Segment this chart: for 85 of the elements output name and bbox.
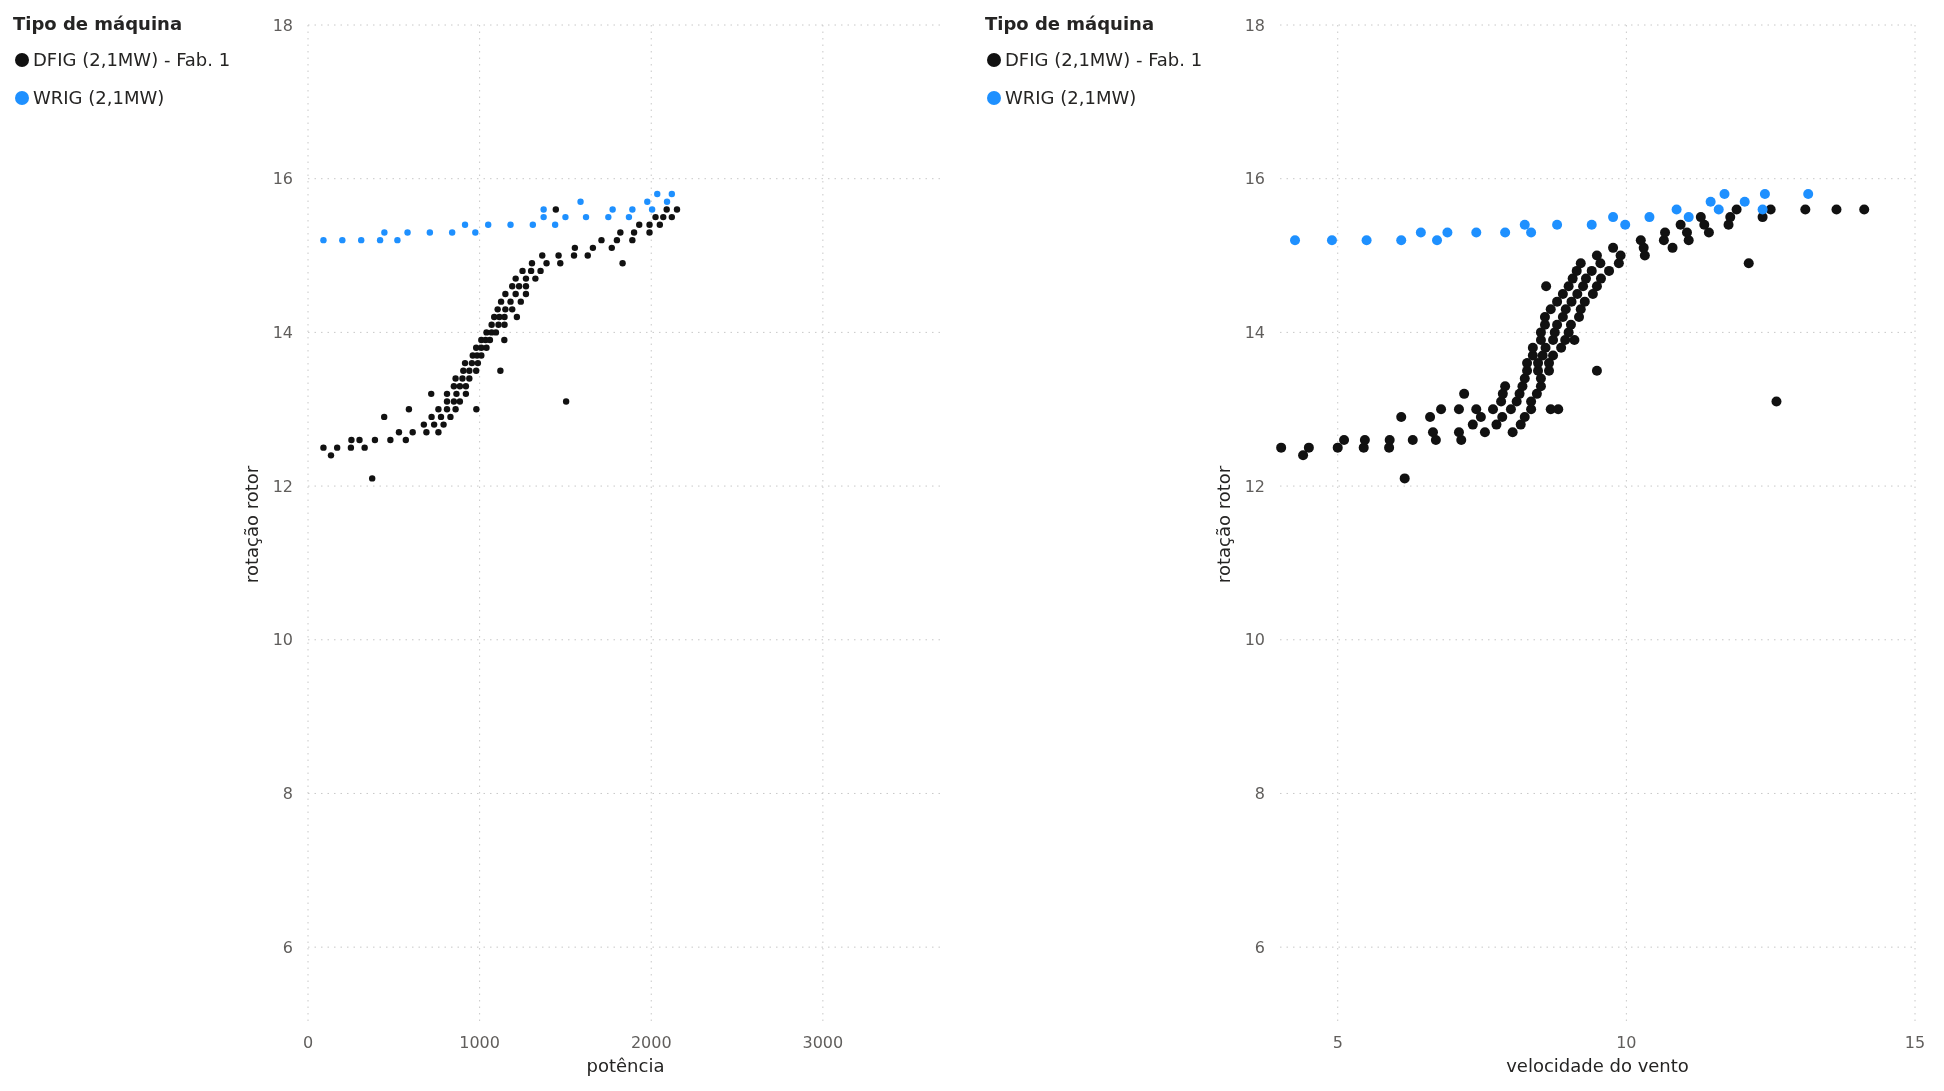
y-tick-label: 18 xyxy=(1244,15,1265,35)
y-tick-label: 8 xyxy=(282,784,293,804)
x-tick-label: 5 xyxy=(1332,1033,1343,1052)
point xyxy=(540,213,547,221)
point xyxy=(540,206,547,213)
point xyxy=(394,236,401,244)
legend-label: WRIG (2,1MW) xyxy=(33,87,165,109)
x-tick-label: 2000 xyxy=(630,1033,672,1052)
point xyxy=(1442,227,1453,238)
point xyxy=(381,229,388,236)
point xyxy=(320,236,327,244)
legend-label: DFIG (2,1MW) - Fab. 1 xyxy=(33,49,231,71)
legend-title: Tipo de máquina xyxy=(985,13,1155,34)
point xyxy=(1739,196,1750,207)
y-tick-label: 6 xyxy=(1254,937,1265,957)
point xyxy=(1290,235,1301,246)
point xyxy=(1713,204,1724,215)
point xyxy=(404,229,411,236)
point xyxy=(339,236,346,244)
point xyxy=(582,213,590,221)
point xyxy=(485,221,492,228)
legend-label: WRIG (2,1MW) xyxy=(1005,87,1137,109)
point xyxy=(1471,227,1482,238)
point xyxy=(1500,227,1511,238)
point xyxy=(426,229,434,236)
point xyxy=(507,221,514,228)
y-tick-label: 14 xyxy=(1244,322,1265,342)
y-tick-label: 16 xyxy=(272,169,293,189)
y-tick-label: 6 xyxy=(282,937,293,957)
point xyxy=(448,229,456,236)
point xyxy=(1644,212,1655,223)
point xyxy=(376,236,384,244)
point xyxy=(1396,235,1407,246)
point xyxy=(1552,219,1563,230)
point xyxy=(1608,212,1619,223)
point xyxy=(529,221,537,228)
point xyxy=(1671,204,1682,215)
x-tick-label: 1000 xyxy=(459,1033,500,1052)
x-tick-label: 15 xyxy=(1904,1033,1926,1052)
point xyxy=(1586,219,1597,230)
point xyxy=(668,190,676,198)
point xyxy=(1803,189,1814,200)
y-tick-label: 12 xyxy=(272,476,293,496)
point xyxy=(625,213,633,221)
point xyxy=(1415,227,1426,238)
legend-title: Tipo de máquina xyxy=(13,13,183,34)
point xyxy=(654,190,661,198)
point xyxy=(1757,204,1768,215)
y-tick-label: 14 xyxy=(272,322,293,342)
point xyxy=(1432,235,1443,246)
point xyxy=(648,206,656,213)
point xyxy=(1519,219,1530,230)
point xyxy=(1620,219,1631,230)
legend-label: DFIG (2,1MW) - Fab. 1 xyxy=(1005,49,1203,71)
point xyxy=(472,229,479,236)
x-axis-title: velocidade do vento xyxy=(1506,1055,1689,1076)
y-axis-title: rotação rotor xyxy=(241,465,262,584)
y-tick-label: 18 xyxy=(272,15,293,35)
point xyxy=(551,221,559,228)
point xyxy=(1361,235,1372,246)
point xyxy=(1526,227,1537,238)
point xyxy=(1705,196,1716,207)
point xyxy=(562,213,569,221)
point xyxy=(1719,189,1730,200)
y-axis-title: rotação rotor xyxy=(1213,465,1234,584)
point xyxy=(1759,189,1770,200)
point xyxy=(609,206,616,213)
x-tick-label: 0 xyxy=(302,1033,314,1052)
y-tick-label: 10 xyxy=(1244,630,1265,650)
y-tick-label: 10 xyxy=(272,630,293,650)
x-tick-label: 10 xyxy=(1616,1033,1637,1052)
y-tick-label: 8 xyxy=(1254,784,1265,804)
y-tick-label: 16 xyxy=(1244,169,1265,189)
point xyxy=(629,206,636,213)
x-tick-label: 3000 xyxy=(802,1033,844,1052)
point xyxy=(1326,235,1337,246)
point xyxy=(663,198,671,205)
point xyxy=(644,198,651,205)
point xyxy=(358,236,365,244)
y-tick-label: 12 xyxy=(1244,476,1265,496)
point xyxy=(1683,212,1694,223)
point xyxy=(605,213,612,221)
x-axis-title: potência xyxy=(586,1055,665,1076)
point xyxy=(461,221,469,228)
point xyxy=(577,198,584,205)
